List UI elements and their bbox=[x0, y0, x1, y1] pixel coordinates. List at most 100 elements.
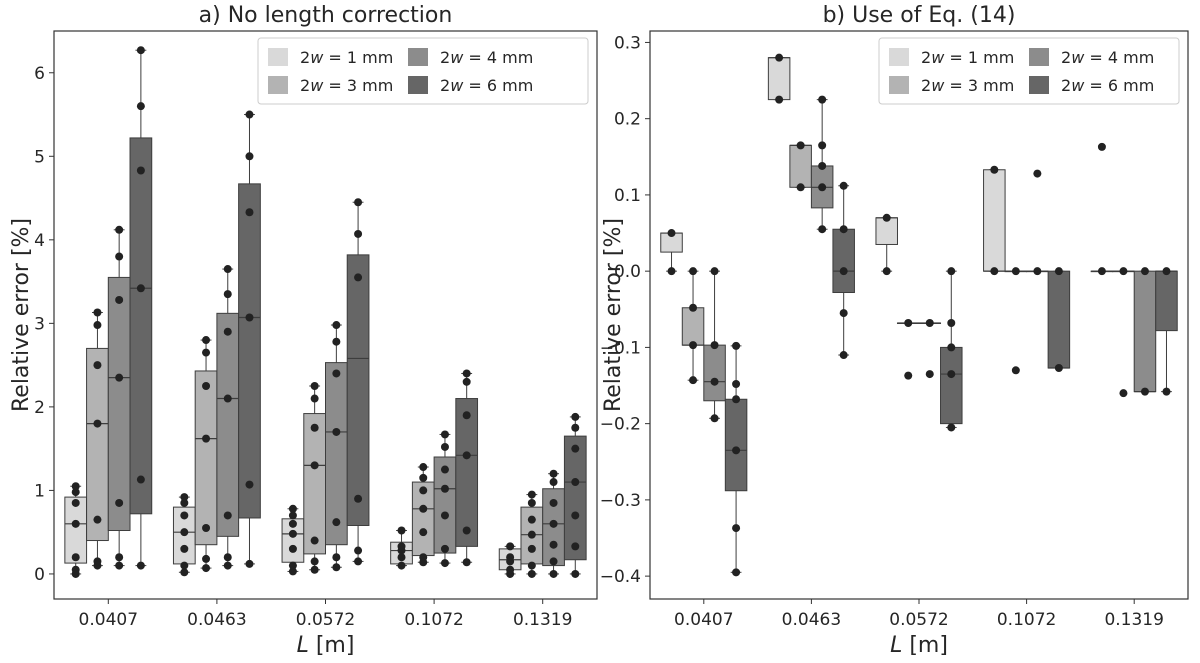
box-rect bbox=[194, 370, 218, 546]
data-point bbox=[947, 370, 956, 379]
data-point bbox=[202, 434, 211, 443]
data-point bbox=[288, 544, 297, 553]
data-point bbox=[354, 546, 363, 555]
legend-var: w bbox=[450, 76, 464, 95]
data-point bbox=[419, 528, 428, 537]
data-point bbox=[71, 553, 80, 562]
legend-suffix: = 3 mm bbox=[944, 76, 1014, 95]
data-point bbox=[818, 141, 827, 150]
box-rect bbox=[875, 217, 898, 245]
legend-prefix: 2 bbox=[440, 48, 450, 67]
box-rect bbox=[303, 413, 326, 555]
data-point bbox=[180, 544, 189, 553]
data-point bbox=[245, 110, 254, 119]
data-point bbox=[310, 461, 319, 470]
data-point bbox=[440, 559, 449, 568]
data-point bbox=[710, 341, 719, 350]
legend-prefix: 2 bbox=[921, 76, 931, 95]
data-point bbox=[689, 341, 698, 350]
data-point bbox=[947, 343, 956, 352]
box-1-1 bbox=[194, 336, 218, 573]
data-point bbox=[288, 529, 297, 538]
data-point bbox=[245, 152, 254, 161]
data-point bbox=[506, 542, 515, 551]
data-point bbox=[732, 446, 741, 455]
box-3-0 bbox=[129, 46, 153, 570]
panel-title: a) No length correction bbox=[199, 3, 453, 28]
data-point bbox=[796, 183, 805, 192]
box-3-3 bbox=[455, 369, 479, 567]
box-0-0 bbox=[660, 229, 683, 276]
data-point bbox=[202, 564, 211, 573]
box-1-3 bbox=[1004, 267, 1028, 375]
data-point bbox=[310, 382, 319, 390]
box-2-3 bbox=[1026, 169, 1049, 276]
box-1-3 bbox=[411, 463, 435, 567]
box-rect bbox=[767, 57, 791, 101]
data-point bbox=[1011, 267, 1020, 276]
legend-suffix: = 4 mm bbox=[1084, 48, 1154, 67]
data-point bbox=[288, 519, 297, 528]
box-1-4 bbox=[1112, 267, 1135, 398]
data-point bbox=[223, 290, 232, 299]
data-point bbox=[947, 319, 956, 328]
x-tick-label: 0.0463 bbox=[187, 610, 246, 630]
legend-label: 2w = 3 mm bbox=[921, 76, 1014, 95]
legend-label: 2w = 3 mm bbox=[300, 76, 393, 95]
data-point bbox=[419, 473, 428, 482]
data-point bbox=[310, 557, 319, 566]
data-point bbox=[288, 561, 297, 570]
data-point bbox=[223, 553, 232, 562]
data-point bbox=[397, 561, 406, 570]
box-rect bbox=[681, 307, 705, 346]
panel-a: a) No length correction 0 1 2 3 4 5 6 0.0407 0.04… bbox=[9, 3, 598, 658]
data-point bbox=[732, 341, 741, 350]
data-point bbox=[527, 561, 536, 570]
data-point bbox=[419, 553, 428, 562]
legend-swatch bbox=[889, 48, 909, 66]
box-rect bbox=[1047, 270, 1071, 369]
legend-label: 2w = 4 mm bbox=[1061, 48, 1154, 67]
data-point bbox=[332, 321, 341, 330]
y-tick-label: 4 bbox=[34, 231, 45, 251]
box-rect bbox=[64, 496, 88, 564]
x-tick-label: 0.0463 bbox=[782, 610, 841, 630]
x-tick-label: 0.0407 bbox=[674, 610, 733, 630]
data-point bbox=[1054, 363, 1063, 372]
box-rect bbox=[1155, 270, 1178, 332]
data-point bbox=[310, 394, 319, 403]
data-point bbox=[1097, 267, 1106, 276]
data-point bbox=[571, 569, 580, 578]
data-point bbox=[180, 528, 189, 537]
data-point bbox=[136, 561, 145, 570]
y-tick-label: 3 bbox=[34, 314, 45, 334]
box-0-4 bbox=[498, 542, 522, 578]
legend-prefix: 2 bbox=[440, 76, 450, 95]
box-2-1 bbox=[810, 95, 834, 234]
x-tick-label: 0.0572 bbox=[296, 610, 355, 630]
data-point bbox=[839, 181, 848, 190]
box-rect bbox=[86, 347, 109, 542]
data-point bbox=[440, 511, 449, 520]
box-3-1 bbox=[832, 181, 855, 360]
legend-label: 2w = 6 mm bbox=[1061, 76, 1154, 95]
legend-prefix: 2 bbox=[300, 48, 310, 67]
legend-var: w bbox=[310, 48, 324, 67]
y-tick-label: 5 bbox=[34, 147, 45, 167]
data-point bbox=[310, 536, 319, 545]
data-point bbox=[462, 377, 471, 386]
box-2-0 bbox=[703, 267, 726, 423]
data-point bbox=[440, 544, 449, 553]
data-point bbox=[354, 198, 363, 207]
data-point bbox=[1119, 389, 1128, 398]
data-point bbox=[332, 553, 341, 562]
box-rect bbox=[325, 362, 348, 546]
data-point bbox=[93, 361, 102, 370]
data-point bbox=[202, 524, 211, 532]
legend-prefix: 2 bbox=[1061, 76, 1071, 95]
data-point bbox=[71, 488, 80, 497]
data-point bbox=[115, 498, 124, 507]
box-0-4 bbox=[1090, 142, 1114, 276]
data-point bbox=[440, 442, 449, 451]
